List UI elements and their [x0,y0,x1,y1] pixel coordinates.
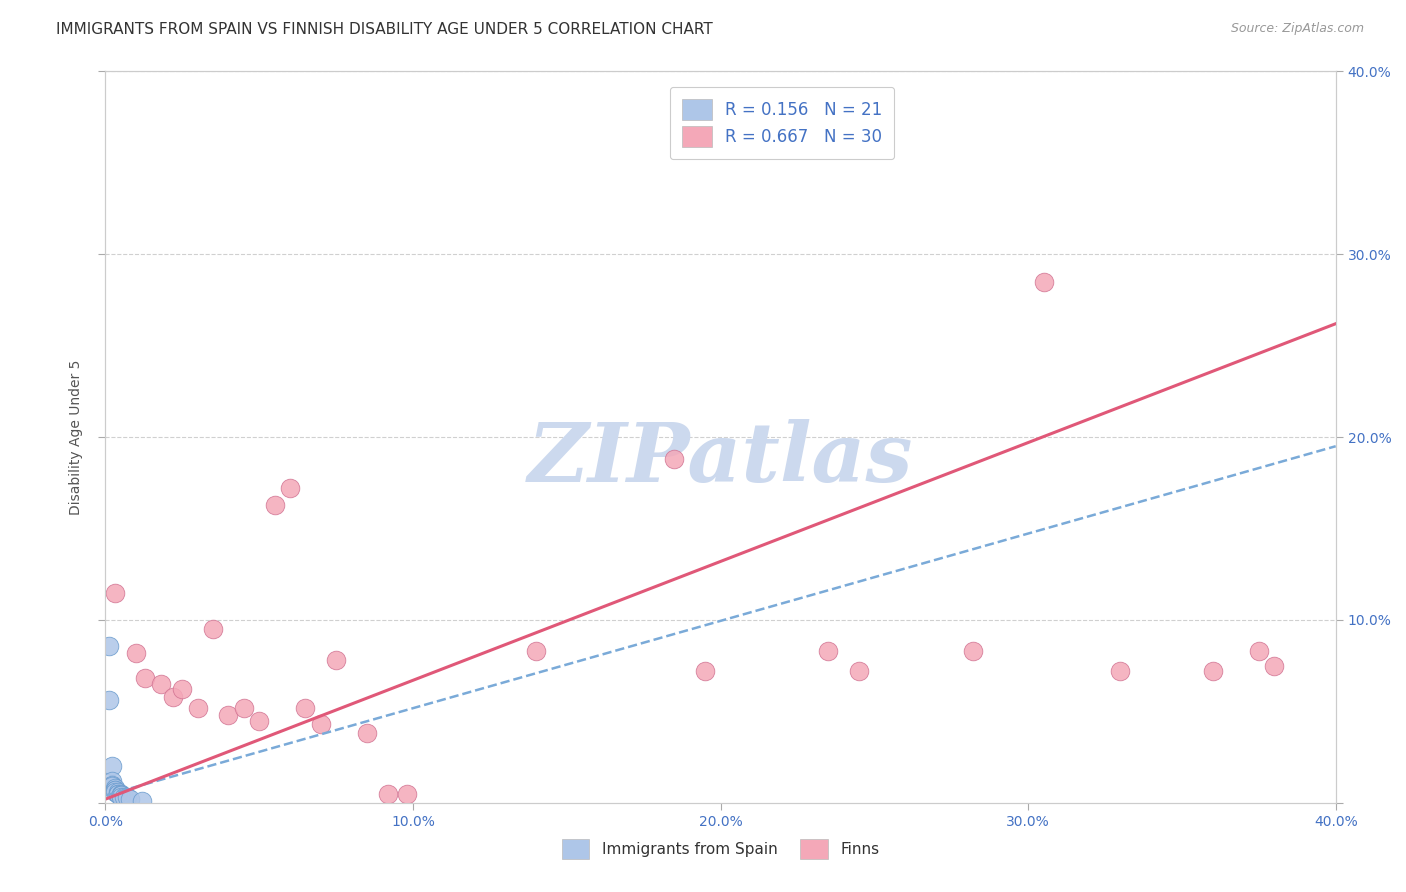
Point [107,787,129,801]
Point [149,677,172,691]
Point [664,452,686,467]
Text: IMMIGRANTS FROM SPAIN VS FINNISH DISABILITY AGE UNDER 5 CORRELATION CHART: IMMIGRANTS FROM SPAIN VS FINNISH DISABIL… [56,22,713,37]
Point [962,644,984,658]
Point [1032,275,1054,289]
Point [162,690,184,704]
Point [104,785,127,799]
Point [187,700,209,714]
Point [395,787,418,801]
Point [97,639,120,653]
Point [110,789,132,803]
Point [218,708,240,723]
Point [110,789,132,803]
Point [695,664,717,678]
Point [1263,658,1285,673]
Point [1201,664,1223,678]
Point [104,585,127,599]
Point [104,783,127,797]
Point [125,646,148,660]
Point [115,790,138,805]
Text: ZIPatlas: ZIPatlas [527,419,914,499]
Point [112,790,135,805]
Point [120,792,141,806]
Text: Source: ZipAtlas.com: Source: ZipAtlas.com [1230,22,1364,36]
Point [97,693,120,707]
Point [232,700,254,714]
Point [377,787,399,801]
Point [309,717,332,731]
Point [1247,644,1270,658]
Point [294,700,316,714]
Point [278,481,301,495]
Point [107,785,129,799]
Point [202,622,225,636]
Point [172,682,194,697]
Point [107,787,129,801]
Point [100,773,122,788]
Point [104,781,127,796]
Point [247,714,270,728]
Point [100,759,122,773]
Point [817,644,839,658]
Point [134,672,156,686]
Point [100,780,122,794]
Point [325,653,347,667]
Point [848,664,870,678]
Point [356,726,378,740]
Point [110,787,132,801]
Point [263,498,285,512]
Point [131,794,153,808]
Point [110,790,132,805]
Point [1109,664,1132,678]
Point [104,783,127,797]
Y-axis label: Disability Age Under 5: Disability Age Under 5 [69,359,83,515]
Legend: Immigrants from Spain, Finns: Immigrants from Spain, Finns [555,833,886,864]
Point [100,777,122,792]
Point [524,644,547,658]
